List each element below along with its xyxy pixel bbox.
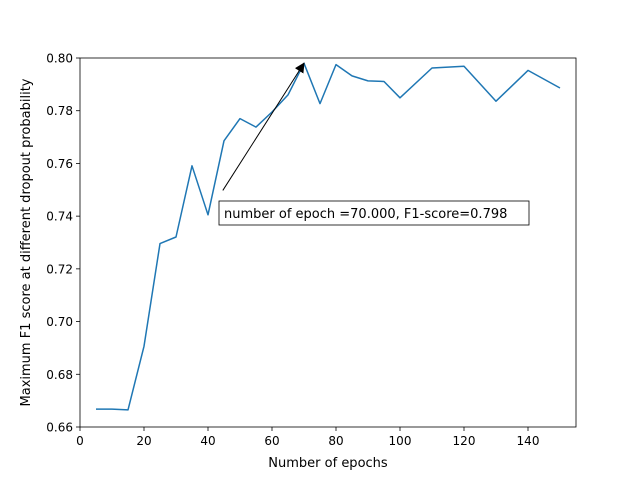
x-tick-label: 40 [200, 434, 215, 448]
x-tick-label: 120 [453, 434, 476, 448]
x-tick-label: 20 [136, 434, 151, 448]
y-ticks: 0.66 0.68 0.70 0.72 0.74 0.76 0.78 0.80 [46, 52, 80, 435]
x-tick-label: 140 [517, 434, 540, 448]
y-tick-label: 0.72 [46, 262, 73, 276]
x-tick-label: 60 [264, 434, 279, 448]
y-tick-label: 0.68 [46, 368, 73, 382]
plot-frame [79, 57, 577, 428]
y-axis-label: Maximum F1 score at different dropout pr… [19, 78, 34, 406]
y-tick-label: 0.74 [46, 210, 73, 224]
annotation-text: number of epoch =70.000, F1-score=0.798 [224, 207, 507, 222]
x-ticks: 0 20 40 60 80 100 120 140 [76, 427, 539, 448]
annotation-box [218, 200, 530, 226]
y-tick-label: 0.80 [46, 52, 73, 66]
y-tick-label: 0.70 [46, 315, 73, 329]
y-tick-label: 0.66 [46, 421, 73, 435]
series-line [96, 62, 561, 411]
x-tick-label: 80 [328, 434, 343, 448]
y-tick-label: 0.78 [46, 104, 73, 118]
annotation-arrow [222, 62, 305, 191]
x-axis-label: Number of epochs [268, 456, 388, 471]
x-tick-label: 0 [76, 434, 84, 448]
y-tick-label: 0.76 [46, 157, 73, 171]
x-tick-label: 100 [389, 434, 412, 448]
